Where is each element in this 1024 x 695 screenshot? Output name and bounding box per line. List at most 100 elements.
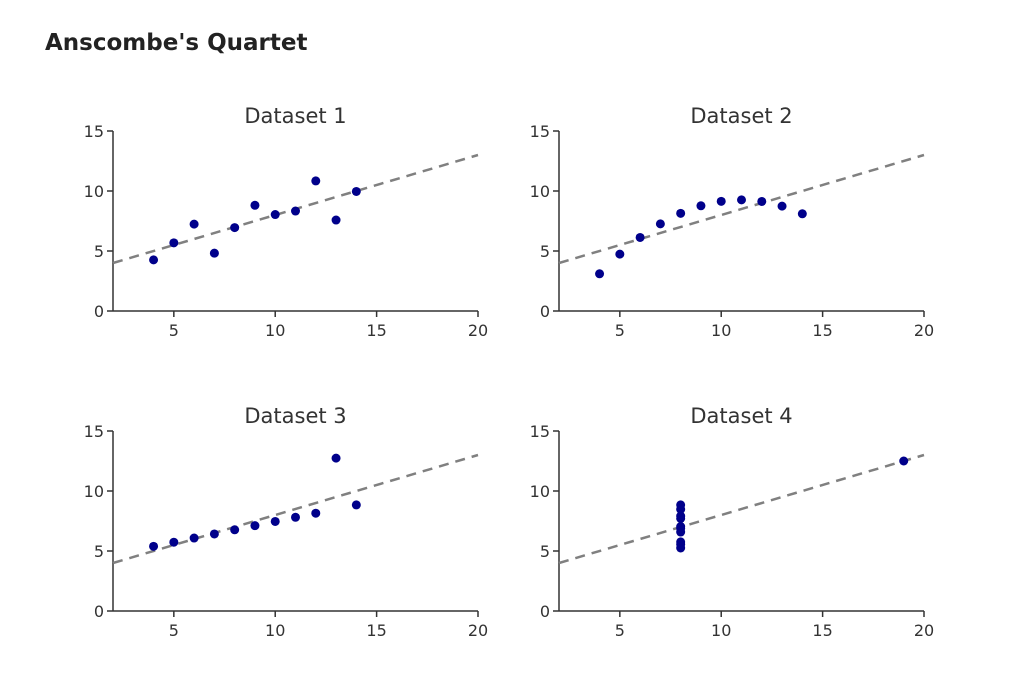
y-tick: 10 <box>530 482 559 501</box>
data-point <box>169 537 179 547</box>
regression-line <box>558 453 925 565</box>
y-tick: 15 <box>84 422 113 441</box>
data-point <box>331 453 341 463</box>
y-tick: 10 <box>84 482 113 501</box>
y-tick-label: 10 <box>530 182 550 201</box>
x-tick: 5 <box>169 611 179 640</box>
y-tick-label: 5 <box>94 242 104 261</box>
data-point <box>149 255 159 265</box>
data-point <box>250 521 260 531</box>
x-tick: 10 <box>711 611 731 640</box>
y-tick-label: 10 <box>84 482 104 501</box>
y-tick-label: 15 <box>84 422 104 441</box>
data-point <box>331 215 341 225</box>
subplot-title: Dataset 3 <box>244 404 346 428</box>
x-tick: 10 <box>265 611 285 640</box>
data-point <box>189 533 199 543</box>
data-point <box>676 504 686 514</box>
x-tick-label: 15 <box>366 321 386 340</box>
y-tick: 15 <box>530 122 559 141</box>
data-point <box>351 186 361 196</box>
x-tick-label: 15 <box>366 621 386 640</box>
y-tick-label: 0 <box>540 602 550 621</box>
y-tick-label: 15 <box>84 122 104 141</box>
data-point <box>676 539 686 549</box>
x-tick: 15 <box>812 611 833 640</box>
y-tick: 0 <box>540 302 559 321</box>
x-tick-label: 5 <box>169 621 179 640</box>
subplot-2: Dataset 2 5 10 15 20 0 5 10 15 <box>530 104 935 340</box>
regression-line <box>112 453 479 565</box>
data-point <box>635 232 645 242</box>
data-point <box>757 196 767 206</box>
data-point <box>615 249 625 259</box>
x-tick-label: 10 <box>711 621 731 640</box>
subplot-title: Dataset 2 <box>690 104 792 128</box>
y-tick-label: 5 <box>540 242 550 261</box>
data-point <box>291 206 300 216</box>
x-tick: 10 <box>265 311 285 340</box>
data-point <box>676 511 686 521</box>
data-point <box>149 541 159 551</box>
y-tick: 5 <box>94 242 113 261</box>
x-tick: 5 <box>169 311 179 340</box>
subplot-title: Dataset 1 <box>244 104 346 128</box>
x-tick-label: 5 <box>169 321 179 340</box>
data-point <box>270 516 280 526</box>
data-point <box>189 219 199 229</box>
data-point <box>270 210 280 220</box>
y-tick: 15 <box>84 122 113 141</box>
y-tick: 0 <box>94 602 113 621</box>
y-tick: 5 <box>540 542 559 561</box>
subplot-1: Dataset 1 5 10 15 20 0 5 10 15 <box>84 104 489 340</box>
y-tick-label: 15 <box>530 122 550 141</box>
data-point <box>250 200 260 210</box>
y-tick: 0 <box>94 302 113 321</box>
chart-title: Anscombe's Quartet <box>45 30 308 56</box>
x-tick: 5 <box>615 311 625 340</box>
y-tick-label: 0 <box>540 302 550 321</box>
data-point <box>209 529 219 539</box>
y-tick-label: 0 <box>94 302 104 321</box>
x-tick: 20 <box>468 311 488 340</box>
subplot-title: Dataset 4 <box>690 404 792 428</box>
x-tick-label: 20 <box>914 321 934 340</box>
y-tick: 0 <box>540 602 559 621</box>
x-tick: 15 <box>812 311 833 340</box>
x-tick: 15 <box>366 311 387 340</box>
x-tick-label: 20 <box>914 621 934 640</box>
data-point <box>291 512 300 522</box>
y-tick-label: 10 <box>530 482 550 501</box>
subplot-4: Dataset 4 5 10 15 20 0 5 10 15 <box>530 404 935 640</box>
y-tick-label: 0 <box>94 602 104 621</box>
data-point <box>737 195 746 205</box>
data-point <box>676 523 686 533</box>
x-tick-label: 20 <box>468 321 488 340</box>
x-tick-label: 15 <box>812 621 832 640</box>
data-point <box>351 500 361 510</box>
y-tick: 10 <box>84 182 113 201</box>
x-tick-label: 10 <box>711 321 731 340</box>
regression-line <box>558 153 925 265</box>
data-point <box>797 209 807 219</box>
data-point <box>777 201 787 211</box>
data-point <box>716 196 726 206</box>
y-tick-label: 10 <box>84 182 104 201</box>
x-tick-label: 5 <box>615 621 625 640</box>
x-tick: 10 <box>711 311 731 340</box>
y-tick: 5 <box>540 242 559 261</box>
x-tick: 20 <box>914 611 934 640</box>
data-point <box>676 208 686 218</box>
x-tick: 5 <box>615 611 625 640</box>
x-tick: 15 <box>366 611 387 640</box>
data-point <box>230 525 240 535</box>
y-tick-label: 15 <box>530 422 550 441</box>
data-point <box>169 238 179 248</box>
x-tick-label: 5 <box>615 321 625 340</box>
x-tick-label: 10 <box>265 321 285 340</box>
data-point <box>230 223 240 233</box>
subplot-3: Dataset 3 5 10 15 20 0 5 10 15 <box>84 404 489 640</box>
y-tick-label: 5 <box>94 542 104 561</box>
data-point <box>696 201 706 211</box>
